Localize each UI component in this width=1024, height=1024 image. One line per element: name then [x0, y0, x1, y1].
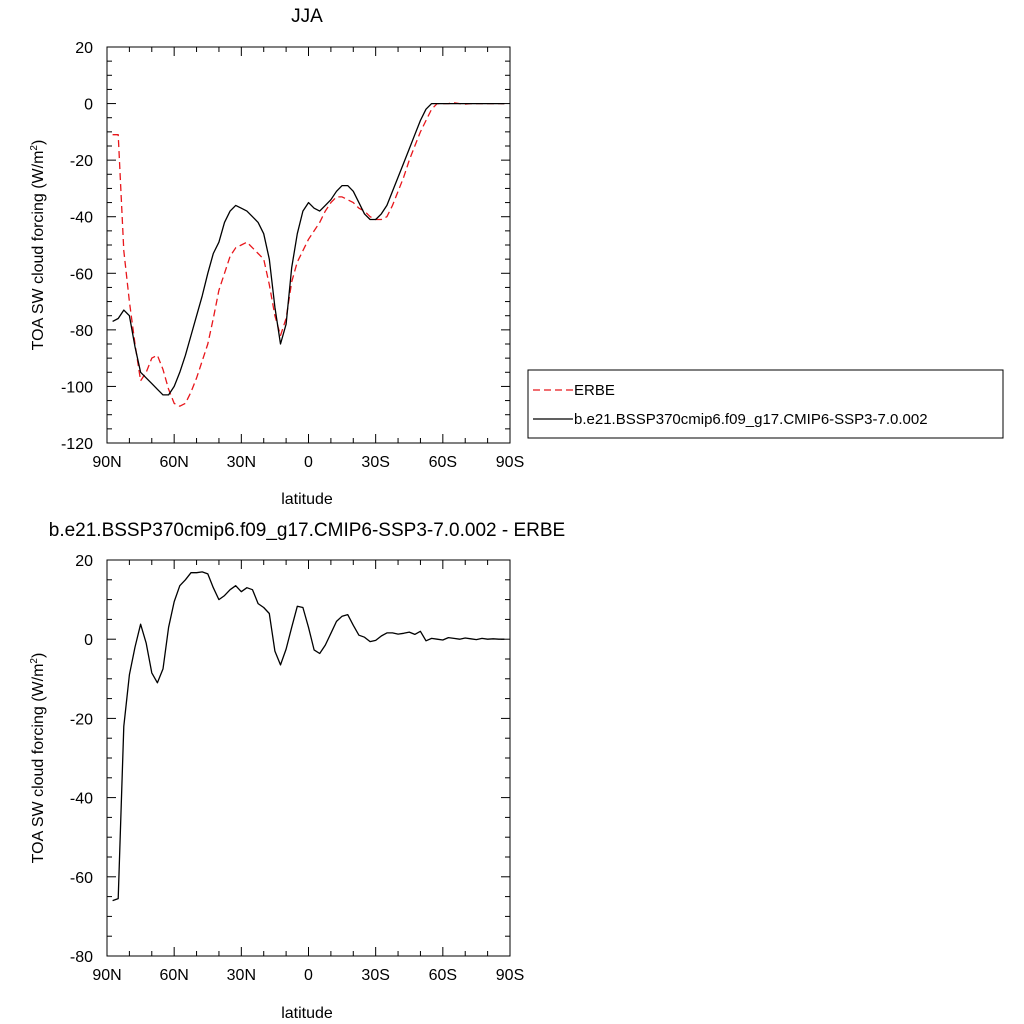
- x-tick-label: 60N: [159, 967, 188, 984]
- y-tick-label: -60: [70, 870, 93, 887]
- x-tick-label: 90S: [496, 967, 524, 984]
- panel-difference: b.e21.BSSP370cmip6.f09_g17.CMIP6-SSP3-7.…: [29, 520, 565, 1022]
- series-lines: [112, 571, 505, 902]
- x-tick-label: 0: [304, 454, 313, 471]
- y-axis-label-sup: 2: [29, 145, 40, 151]
- y-tick-label: -120: [61, 436, 93, 453]
- y-tick-label: 20: [75, 40, 93, 57]
- y-tick-label: -60: [70, 266, 93, 283]
- x-tick-label: 60S: [429, 454, 457, 471]
- y-tick-label: -20: [70, 711, 93, 728]
- chart-title: b.e21.BSSP370cmip6.f09_g17.CMIP6-SSP3-7.…: [49, 520, 565, 541]
- series-line-difference-0: [112, 571, 505, 902]
- x-tick-label: 60N: [159, 454, 188, 471]
- x-tick-label: 90N: [92, 967, 121, 984]
- legend-label-erbe: ERBE: [574, 382, 615, 399]
- y-axis-label-close: ): [30, 653, 47, 658]
- panel-jja: JJA 90N 60N 30N 0 30S 60S 90S 20 0 -20 -40 -60 -80 -1…: [29, 6, 1004, 508]
- y-tick-label: -80: [70, 323, 93, 340]
- series-line-b-e21-bssp370cmip6-f09-g17-cmip6-ssp3-7-0-002: [112, 102, 505, 396]
- y-tick-label: 0: [84, 97, 93, 114]
- y-axis-label-text: TOA SW cloud forcing (W/m: [30, 664, 47, 864]
- x-tick-label: 30S: [361, 454, 389, 471]
- y-tick-label: -100: [61, 379, 93, 396]
- y-tick-label: 20: [75, 553, 93, 570]
- y-tick-label: 0: [84, 632, 93, 649]
- y-tick-label: -40: [70, 791, 93, 808]
- x-tick-label: 90S: [496, 454, 524, 471]
- y-tick-label: -40: [70, 210, 93, 227]
- series-lines: [112, 102, 505, 407]
- axis-ticks: 90N 60N 30N 0 30S 60S 90S 20 0 -20 -40 -60 -80: [70, 553, 524, 984]
- y-axis-label: TOA SW cloud forcing (W/m2): [29, 140, 47, 351]
- y-axis-label-text: TOA SW cloud forcing (W/m: [30, 151, 47, 351]
- y-tick-label: -20: [70, 153, 93, 170]
- x-tick-label: 90N: [92, 454, 121, 471]
- series-line-erbe: [112, 102, 505, 407]
- y-tick-label: -80: [70, 949, 93, 966]
- x-axis-label: latitude: [281, 1005, 333, 1022]
- x-tick-label: 0: [304, 967, 313, 984]
- y-axis-label: TOA SW cloud forcing (W/m2): [29, 653, 47, 864]
- chart-title: JJA: [291, 6, 323, 27]
- y-axis-label-close: ): [30, 140, 47, 145]
- legend-box: [527, 369, 1004, 439]
- x-tick-label: 30N: [227, 967, 256, 984]
- x-axis-label: latitude: [281, 491, 333, 508]
- y-axis-label-sup: 2: [29, 658, 40, 664]
- x-tick-label: 30N: [227, 454, 256, 471]
- x-tick-label: 60S: [429, 967, 457, 984]
- axis-ticks: 90N 60N 30N 0 30S 60S 90S 20 0 -20 -40 -60 -80 -100 -1…: [61, 40, 524, 471]
- x-tick-label: 30S: [361, 967, 389, 984]
- legend-label-model: b.e21.BSSP370cmip6.f09_g17.CMIP6-SSP3-7.…: [574, 411, 928, 428]
- plot-frame: [106, 559, 511, 957]
- legend: ERBE b.e21.BSSP370cmip6.f09_g17.CMIP6-SS…: [527, 369, 1004, 439]
